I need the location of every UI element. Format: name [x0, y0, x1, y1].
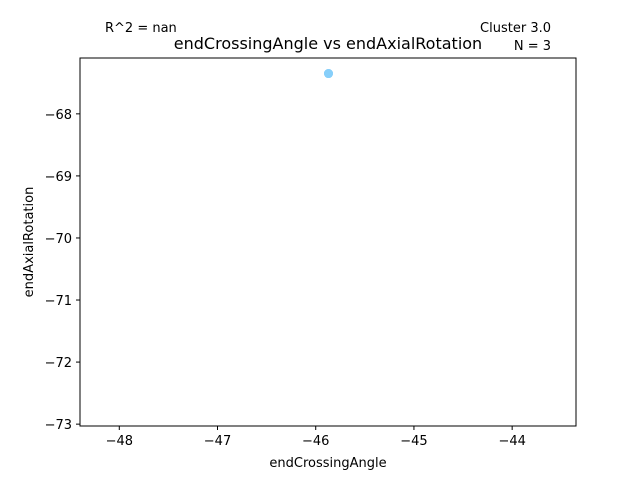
- x-tick-label: −44: [498, 434, 525, 449]
- y-tick-label: −68: [45, 108, 72, 123]
- x-tick-label: −45: [400, 434, 427, 449]
- plot-area-frame: [79, 57, 577, 427]
- y-tick-label: −70: [45, 232, 72, 247]
- r-squared-annotation: R^2 = nan: [105, 21, 177, 36]
- data-point-3: [323, 69, 333, 79]
- y-tick-label: −71: [45, 294, 72, 309]
- cluster-annotation: Cluster 3.0: [480, 21, 551, 36]
- x-axis-ticks: −48 −47 −46 −45 −44: [106, 426, 526, 449]
- y-tick-label: −69: [45, 170, 72, 185]
- y-tick-label: −73: [45, 418, 72, 433]
- count-annotation: N = 3: [514, 39, 551, 54]
- x-tick-label: −47: [204, 434, 231, 449]
- y-axis-ticks: −68 −69 −70 −71 −72 −73: [45, 108, 80, 433]
- x-tick-label: −48: [106, 434, 133, 449]
- x-tick-label: −46: [302, 434, 329, 449]
- data-points: [323, 69, 333, 79]
- y-tick-label: −72: [45, 356, 72, 371]
- x-axis-label: endCrossingAngle: [269, 456, 386, 471]
- chart-title: endCrossingAngle vs endAxialRotation: [174, 34, 482, 53]
- y-axis-label: endAxialRotation: [22, 187, 37, 298]
